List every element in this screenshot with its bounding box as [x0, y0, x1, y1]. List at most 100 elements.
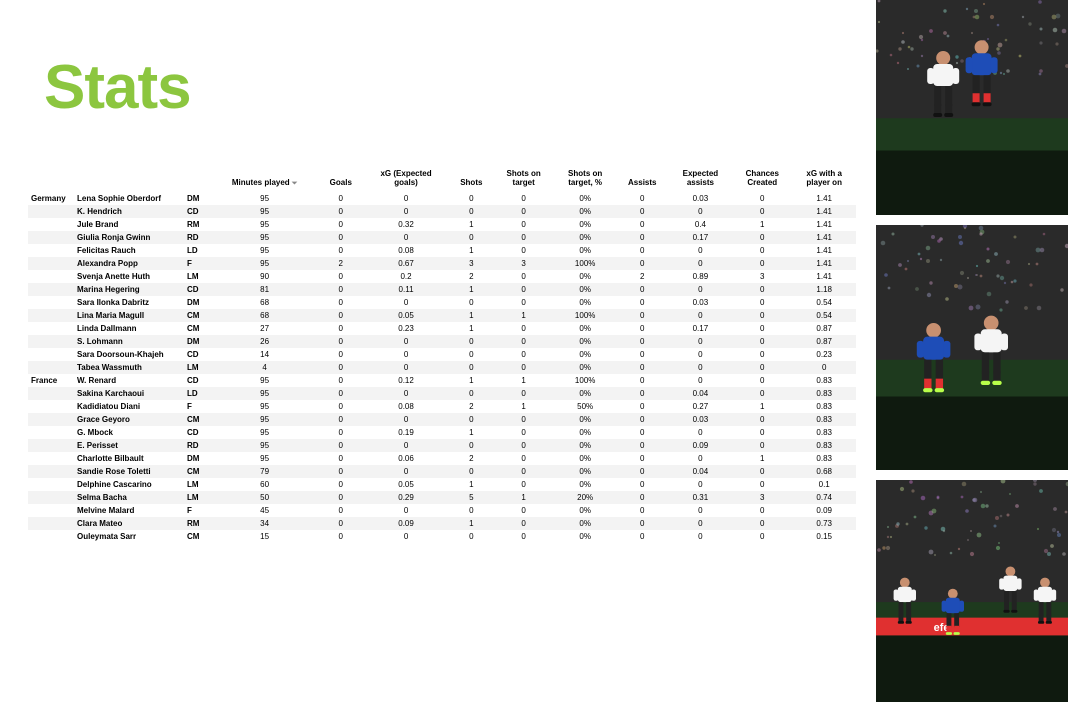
value-cell: 0.04 — [669, 387, 733, 400]
table-row: Clara MateoRM3400.09100%0000.73 — [28, 517, 856, 530]
value-cell: 0 — [732, 413, 792, 426]
value-cell: 0 — [493, 205, 555, 218]
col-assists[interactable]: Assists — [616, 168, 669, 192]
value-cell: 3 — [732, 491, 792, 504]
value-cell: 0 — [616, 517, 669, 530]
value-cell: 95 — [210, 218, 319, 231]
value-cell: 0 — [319, 491, 362, 504]
value-cell: 0 — [493, 361, 555, 374]
position-cell: DM — [184, 192, 210, 205]
value-cell: 1 — [450, 478, 493, 491]
value-cell: 0 — [493, 335, 555, 348]
value-cell: 0 — [493, 504, 555, 517]
player-cell: Sandie Rose Toletti — [74, 465, 184, 478]
table-row: Giulia Ronja GwinnRD9500000%00.1701.41 — [28, 231, 856, 244]
value-cell: 0.17 — [669, 231, 733, 244]
value-cell: 100% — [554, 309, 616, 322]
table-row: Grace GeyoroCM9500000%00.0300.83 — [28, 413, 856, 426]
value-cell: 60 — [210, 478, 319, 491]
team-cell — [28, 335, 74, 348]
value-cell: 0% — [554, 478, 616, 491]
col-goals[interactable]: Goals — [319, 168, 362, 192]
photo-strip: efe — [876, 0, 1068, 702]
value-cell: 0 — [616, 452, 669, 465]
value-cell: 0 — [732, 374, 792, 387]
value-cell: 0.23 — [362, 322, 449, 335]
value-cell: 0 — [450, 530, 493, 543]
value-cell: 1 — [450, 283, 493, 296]
value-cell: 0 — [616, 439, 669, 452]
value-cell: 0 — [450, 231, 493, 244]
value-cell: 0 — [493, 530, 555, 543]
col-shots-on-target-[interactable]: Shots ontarget, % — [554, 168, 616, 192]
value-cell: 95 — [210, 413, 319, 426]
value-cell: 0% — [554, 530, 616, 543]
col-spacer — [28, 168, 74, 192]
position-cell: CD — [184, 348, 210, 361]
col-xg-with-a-player-on[interactable]: xG with aplayer on — [792, 168, 856, 192]
value-cell: 0 — [362, 335, 449, 348]
col-shots[interactable]: Shots — [450, 168, 493, 192]
table-row: G. MbockCD9500.19100%0000.83 — [28, 426, 856, 439]
player-cell: S. Lohmann — [74, 335, 184, 348]
player-cell: Tabea Wassmuth — [74, 361, 184, 374]
position-cell: LM — [184, 361, 210, 374]
value-cell: 0 — [362, 465, 449, 478]
value-cell: 0.83 — [792, 387, 856, 400]
value-cell: 14 — [210, 348, 319, 361]
value-cell: 0 — [493, 413, 555, 426]
player-cell: Delphine Cascarino — [74, 478, 184, 491]
value-cell: 0 — [493, 322, 555, 335]
value-cell: 0% — [554, 205, 616, 218]
col-chances-created[interactable]: ChancesCreated — [732, 168, 792, 192]
value-cell: 0 — [450, 205, 493, 218]
value-cell: 27 — [210, 322, 319, 335]
value-cell: 1 — [450, 322, 493, 335]
filter-icon[interactable]: ⏷ — [292, 180, 298, 187]
value-cell: 0 — [319, 335, 362, 348]
value-cell: 0.12 — [362, 374, 449, 387]
col-expected-assists[interactable]: Expectedassists — [669, 168, 733, 192]
team-cell: Germany — [28, 192, 74, 205]
table-header: Minutes played⏷GoalsxG (Expectedgoals)Sh… — [28, 168, 856, 192]
value-cell: 0% — [554, 192, 616, 205]
value-cell: 0.1 — [792, 478, 856, 491]
value-cell: 0 — [450, 465, 493, 478]
team-cell: France — [28, 374, 74, 387]
value-cell: 0 — [362, 439, 449, 452]
player-cell: Kadidiatou Diani — [74, 400, 184, 413]
value-cell: 1.41 — [792, 218, 856, 231]
value-cell: 0.06 — [362, 452, 449, 465]
position-cell: CD — [184, 374, 210, 387]
value-cell: 0 — [669, 205, 733, 218]
table-row: K. HendrichCD9500000%0001.41 — [28, 205, 856, 218]
value-cell: 95 — [210, 452, 319, 465]
value-cell: 0 — [319, 530, 362, 543]
value-cell: 0 — [319, 296, 362, 309]
value-cell: 1.41 — [792, 192, 856, 205]
position-cell: DM — [184, 335, 210, 348]
col-minutes-played[interactable]: Minutes played⏷ — [210, 168, 319, 192]
value-cell: 0 — [319, 400, 362, 413]
team-cell — [28, 348, 74, 361]
value-cell: 95 — [210, 192, 319, 205]
col-shots-on-target[interactable]: Shots ontarget — [493, 168, 555, 192]
position-cell: LD — [184, 387, 210, 400]
value-cell: 0 — [493, 192, 555, 205]
value-cell: 0.31 — [669, 491, 733, 504]
value-cell: 0.2 — [362, 270, 449, 283]
player-cell: Felicitas Rauch — [74, 244, 184, 257]
col-xg-expected-goals-[interactable]: xG (Expectedgoals) — [362, 168, 449, 192]
table-row: S. LohmannDM2600000%0000.87 — [28, 335, 856, 348]
value-cell: 0.83 — [792, 439, 856, 452]
value-cell: 0.54 — [792, 309, 856, 322]
value-cell: 0.67 — [362, 257, 449, 270]
value-cell: 0% — [554, 244, 616, 257]
position-cell: LM — [184, 491, 210, 504]
table-body: GermanyLena Sophie OberdorfDM9500000%00.… — [28, 192, 856, 543]
value-cell: 0 — [493, 439, 555, 452]
team-cell — [28, 283, 74, 296]
value-cell: 95 — [210, 374, 319, 387]
value-cell: 1.41 — [792, 244, 856, 257]
value-cell: 0 — [616, 491, 669, 504]
